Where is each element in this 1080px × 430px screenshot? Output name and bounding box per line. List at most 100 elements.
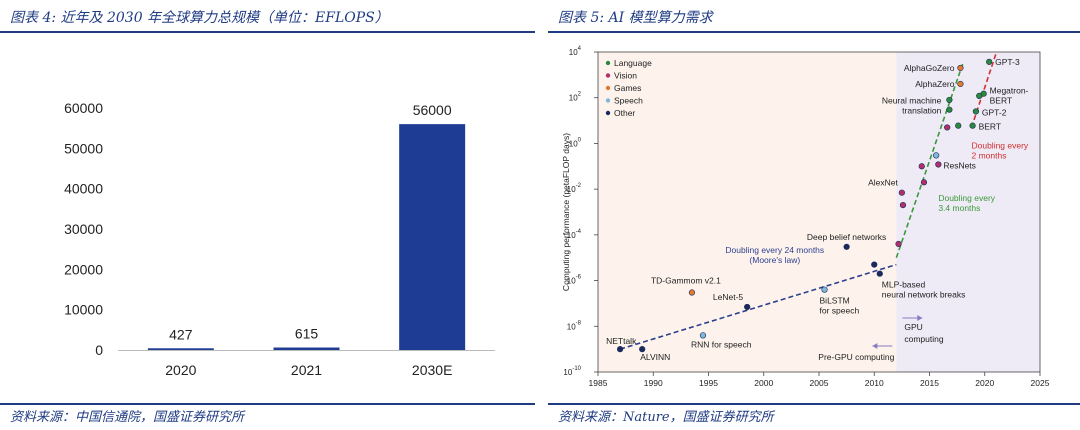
point-label-alexnet: AlexNet xyxy=(868,178,898,188)
x-tick-label-2015: 2015 xyxy=(920,378,939,388)
point-label-lenet-5: LeNet-5 xyxy=(713,292,744,302)
point-alphazero xyxy=(957,80,964,88)
bar-2021 xyxy=(273,347,340,350)
point-neural-machine-translation xyxy=(946,106,953,113)
right-title-rule xyxy=(548,31,1080,33)
x-tick-label-2020: 2020 xyxy=(165,362,196,378)
point-unlabeled-11 xyxy=(899,202,907,209)
y-tick-label-2: 20000 xyxy=(64,261,103,277)
point-unlabeled-16 xyxy=(944,124,951,131)
point-unlabeled-13 xyxy=(918,163,925,170)
x-tick-label-2030E: 2030E xyxy=(412,362,452,378)
point-bilstm-for-speech xyxy=(821,286,828,293)
point-td-gammom-v2-1 xyxy=(688,289,696,296)
point-unlabeled-15 xyxy=(933,152,940,159)
x-tick-label-1990: 1990 xyxy=(644,378,663,388)
legend-label-vision: Vision xyxy=(614,71,637,81)
legend-label-speech: Speech xyxy=(614,96,643,106)
point-mlp-based-neural-network-breaks xyxy=(876,270,883,277)
x-tick-label-2025: 2025 xyxy=(1031,378,1050,388)
point-label-bilstm-for-speech: BiLSTM for speech xyxy=(820,296,860,316)
legend-marker-games xyxy=(605,85,611,91)
point-unlabeled-8 xyxy=(871,261,878,268)
arrowhead-pre-gpu xyxy=(872,343,878,349)
point-label-deep-belief-networks: Deep belief networks xyxy=(807,232,886,242)
point-unlabeled-9 xyxy=(895,240,902,248)
point-label-nettalk: NETtalk xyxy=(606,336,637,346)
point-nettalk xyxy=(616,346,624,353)
y-tick-label-7: 10-10 xyxy=(563,366,581,377)
point-unlabeled-19 xyxy=(946,96,953,104)
left-chart-title: 图表 4: 近年及 2030 年全球算力总规模（单位：EFLOPS） xyxy=(10,10,389,26)
y-tick-label-4: 10-4 xyxy=(567,229,582,240)
left-chart-panel: 图表 4: 近年及 2030 年全球算力总规模（单位：EFLOPS） 0 1000… xyxy=(0,0,535,430)
trend-line-red xyxy=(970,53,997,128)
x-tick-label-2020: 2020 xyxy=(975,378,994,388)
right-chart-panel: 图表 5: AI 模型算力需求 1985 1990 1995 2000 2005 2010… xyxy=(548,0,1080,430)
legend-marker-language xyxy=(605,60,611,66)
x-tick-label-2021: 2021 xyxy=(291,362,322,378)
region-label-gpu-2: computing xyxy=(904,334,943,344)
y-tick-label-6: 60000 xyxy=(64,100,103,116)
left-chart-source: 资料来源：中国信通院，国盛证券研究所 xyxy=(10,410,245,425)
x-tick-label-2010: 2010 xyxy=(865,378,884,388)
y-tick-label-3: 10-2 xyxy=(567,183,582,194)
trend-label-green: Doubling every 3.4 months xyxy=(938,193,995,213)
arrowhead-gpu xyxy=(917,315,923,321)
region-label-pre-gpu: Pre-GPU computing xyxy=(818,352,894,362)
point-label-megatron-bert: Megatron-BERT xyxy=(990,86,1029,106)
y-tick-label-0: 104 xyxy=(569,46,582,57)
x-tick-label-1995: 1995 xyxy=(699,378,718,388)
x-tick-label-2000: 2000 xyxy=(754,378,773,388)
legend-marker-speech xyxy=(605,98,611,103)
point-label-neural-machine-translation: Neural machine translation xyxy=(882,96,942,116)
point-gpt-3 xyxy=(986,58,993,65)
legend-label-games: Games xyxy=(614,83,641,93)
point-alphagozero xyxy=(957,64,964,72)
point-label-resnets: ResNets xyxy=(943,160,976,170)
point-lenet-5 xyxy=(744,303,751,311)
y-tick-label-2: 100 xyxy=(569,137,582,148)
y-tick-label-4: 40000 xyxy=(64,181,103,197)
left-source-rule xyxy=(0,403,535,405)
y-tick-label-5: 10-6 xyxy=(567,275,582,286)
data-label-2030E: 56000 xyxy=(413,102,452,118)
compute-scatter-chart: 1985 1990 1995 2000 2005 2010 2015 2020 2025 104 1… xyxy=(561,46,1050,388)
x-tick-label-1985: 1985 xyxy=(589,378,608,388)
point-label-gpt-3: GPT-3 xyxy=(995,57,1020,67)
data-label-2021: 615 xyxy=(295,326,319,342)
point-label-mlp-based-neural-network-breaks: MLP-based neural network breaks xyxy=(882,280,966,300)
trend-line-green xyxy=(895,63,964,258)
right-chart-title: 图表 5: AI 模型算力需求 xyxy=(558,10,713,26)
point-label-alvinn: ALVINN xyxy=(640,352,670,362)
data-label-2020: 427 xyxy=(169,326,193,342)
point-unlabeled-17 xyxy=(955,122,962,129)
trend-label-moore: Doubling every 24 months (Moore's law) xyxy=(725,245,824,265)
point-unlabeled-12 xyxy=(920,179,928,186)
bar-2030E xyxy=(399,124,466,350)
x-tick-label-2005: 2005 xyxy=(810,378,829,388)
bar-chart: 0 10000 20000 30000 40000 50000 60000 427 2020 61… xyxy=(64,100,495,378)
point-deep-belief-networks xyxy=(843,243,850,250)
y-tick-label-0: 0 xyxy=(95,342,103,358)
point-gpt-2 xyxy=(972,108,980,115)
y-axis-label: Computing performance (petaFLOP days) xyxy=(561,133,571,291)
legend-label-language: Language xyxy=(614,58,652,68)
region-label-gpu-1: GPU xyxy=(904,322,922,332)
point-alvinn xyxy=(639,346,646,353)
y-tick-label-1: 10000 xyxy=(64,302,103,318)
right-source-rule xyxy=(548,403,1080,405)
y-tick-label-3: 30000 xyxy=(64,221,103,237)
bar-2020 xyxy=(147,348,214,350)
point-label-rnn-for-speech: RNN for speech xyxy=(691,339,752,349)
point-alexnet xyxy=(898,189,905,196)
point-label-alphagozero: AlphaGoZero xyxy=(904,63,955,73)
legend-label-other: Other xyxy=(614,108,635,118)
point-label-gpt-2: GPT-2 xyxy=(982,107,1007,117)
right-chart-source: 资料来源：Nature，国盛证券研究所 xyxy=(558,410,774,425)
point-resnets xyxy=(935,161,942,168)
point-rnn-for-speech xyxy=(699,332,707,339)
region-0 xyxy=(598,52,897,372)
point-label-alphazero: AlphaZero xyxy=(915,79,954,89)
y-tick-label-1: 102 xyxy=(569,92,582,103)
